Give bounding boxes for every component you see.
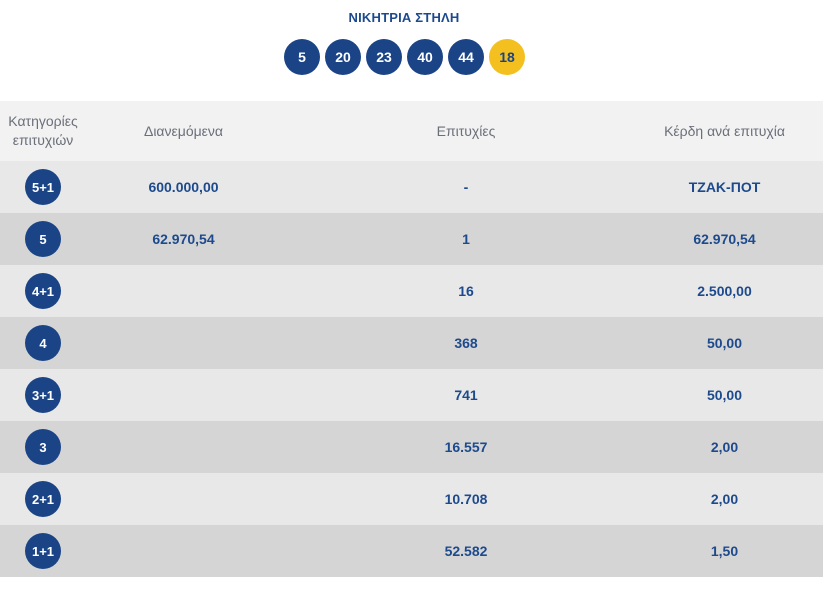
prize-cell: 2.500,00	[697, 283, 752, 299]
prize-cell: 50,00	[706, 335, 743, 351]
table-row: 3+1 741 50,00	[0, 369, 823, 421]
winning-number-ball: 5	[284, 39, 320, 75]
winning-number-ball: 20	[325, 39, 361, 75]
winners-cell: 10.708	[444, 491, 488, 507]
winners-cell: 16.557	[444, 439, 488, 455]
prize-cell: ΤΖΑΚ-ΠΟΤ	[688, 179, 761, 195]
category-badge: 5+1	[25, 169, 61, 205]
winners-cell: -	[463, 179, 469, 195]
header-category-line1: Κατηγορίες	[8, 113, 78, 129]
prize-cell: 62.970,54	[693, 231, 756, 247]
winning-number-ball: 44	[448, 39, 484, 75]
category-badge: 1+1	[25, 533, 61, 569]
winners-cell: 1	[462, 231, 470, 247]
winning-numbers: 5 20 23 40 44 18	[284, 39, 525, 75]
header-winners: Επιτυχίες	[436, 123, 496, 139]
winning-number-ball: 40	[407, 39, 443, 75]
prize-table: Κατηγορίες επιτυχιών Διανεμόμενα Επιτυχί…	[0, 101, 823, 577]
prize-cell: 2,00	[710, 439, 739, 455]
table-row: 5 62.970,54 1 62.970,54	[0, 213, 823, 265]
category-badge: 3+1	[25, 377, 61, 413]
bonus-number-ball: 18	[489, 39, 525, 75]
distributed-cell: 600.000,00	[148, 179, 219, 195]
table-row: 4+1 16 2.500,00	[0, 265, 823, 317]
header-prize: Κέρδη ανά επιτυχία	[664, 123, 785, 139]
header-distributed: Διανεμόμενα	[143, 123, 224, 139]
category-badge: 4	[25, 325, 61, 361]
category-badge: 3	[25, 429, 61, 465]
distributed-cell: 62.970,54	[152, 231, 215, 247]
winning-number-ball: 23	[366, 39, 402, 75]
header-category-line2: επιτυχιών	[12, 132, 74, 148]
category-badge: 2+1	[25, 481, 61, 517]
table-header-row: Κατηγορίες επιτυχιών Διανεμόμενα Επιτυχί…	[0, 101, 823, 161]
category-badge: 4+1	[25, 273, 61, 309]
category-badge: 5	[25, 221, 61, 257]
winners-cell: 52.582	[444, 543, 488, 559]
table-row: 2+1 10.708 2,00	[0, 473, 823, 525]
table-row: 4 368 50,00	[0, 317, 823, 369]
table-row: 5+1 600.000,00 - ΤΖΑΚ-ΠΟΤ	[0, 161, 823, 213]
winning-column-title: ΝΙΚΗΤΡΙΑ ΣΤΗΛΗ	[348, 10, 460, 25]
prize-cell: 1,50	[710, 543, 739, 559]
prize-cell: 50,00	[706, 387, 743, 403]
winners-cell: 368	[454, 335, 478, 351]
prize-cell: 2,00	[710, 491, 739, 507]
table-row: 1+1 52.582 1,50	[0, 525, 823, 577]
header-category: Κατηγορίες επιτυχιών	[0, 112, 86, 150]
winners-cell: 741	[454, 387, 478, 403]
winners-cell: 16	[458, 283, 474, 299]
table-row: 3 16.557 2,00	[0, 421, 823, 473]
